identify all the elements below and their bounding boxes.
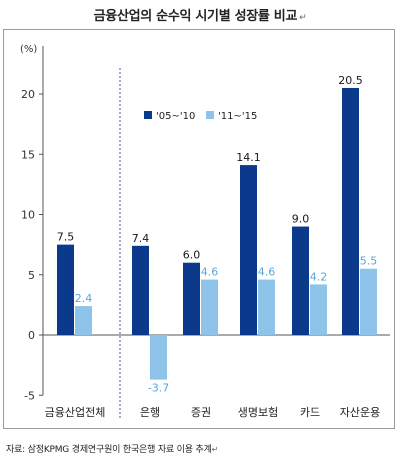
data-label: 4.6 [201,266,219,279]
chart-frame [3,29,395,429]
data-label: 2.4 [75,292,93,305]
bar [342,87,359,335]
source-text: 자료: 삼정KPMG 경제연구원이 한국은행 자료 이용 추계 [6,445,212,455]
legend-swatch [206,111,214,119]
y-tick-label: 0 [28,329,35,342]
data-label: 14.1 [236,151,261,164]
legend-label: '11~'15 [218,111,257,122]
bar [360,268,377,335]
paragraph-mark-icon: ↵ [211,445,219,454]
data-label: 4.2 [310,270,328,283]
data-label: 6.0 [183,249,201,262]
category-label: 생명보험 [238,406,278,419]
chart-title-text: 금융산업의 순수익 시기별 성장률 비교 [93,9,298,24]
data-label: 4.6 [258,266,276,279]
bar [57,244,74,335]
bar [183,262,200,335]
y-tick-label: 5 [28,269,35,282]
y-tick-label: 10 [21,209,35,222]
bar [75,306,92,335]
bar [240,165,257,335]
bar [132,245,149,335]
y-tick-label: -5 [24,389,35,402]
data-label: 7.5 [57,231,75,244]
paragraph-mark-icon: ↵ [299,13,307,23]
data-label: 20.5 [338,74,363,87]
source-note: 자료: 삼정KPMG 경제연구원이 한국은행 자료 이용 추계↵ [6,442,218,455]
chart-title: 금융산업의 순수익 시기별 성장률 비교 ↵ [0,5,400,24]
bar [310,284,327,335]
data-label: 5.5 [360,255,378,268]
category-label: 증권 [191,406,211,419]
data-label: 9.0 [292,213,310,226]
category-label: 은행 [140,406,160,419]
legend-label: '05~'10 [156,111,195,122]
legend-swatch [144,111,152,119]
data-label: -3.7 [148,382,169,395]
y-tick-label: 15 [21,148,35,161]
bar [150,335,167,380]
category-label: 카드 [300,406,320,419]
category-label: 자산운용 [340,406,380,419]
data-label: 7.4 [132,232,150,245]
y-axis-unit: (%) [20,44,37,55]
bar [258,279,275,335]
bar [201,279,218,335]
category-label: 금융산업전체 [45,406,106,419]
y-tick-label: 20 [21,88,35,101]
bar [292,226,309,335]
